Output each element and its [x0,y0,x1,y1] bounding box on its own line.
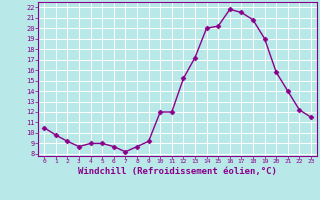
X-axis label: Windchill (Refroidissement éolien,°C): Windchill (Refroidissement éolien,°C) [78,167,277,176]
